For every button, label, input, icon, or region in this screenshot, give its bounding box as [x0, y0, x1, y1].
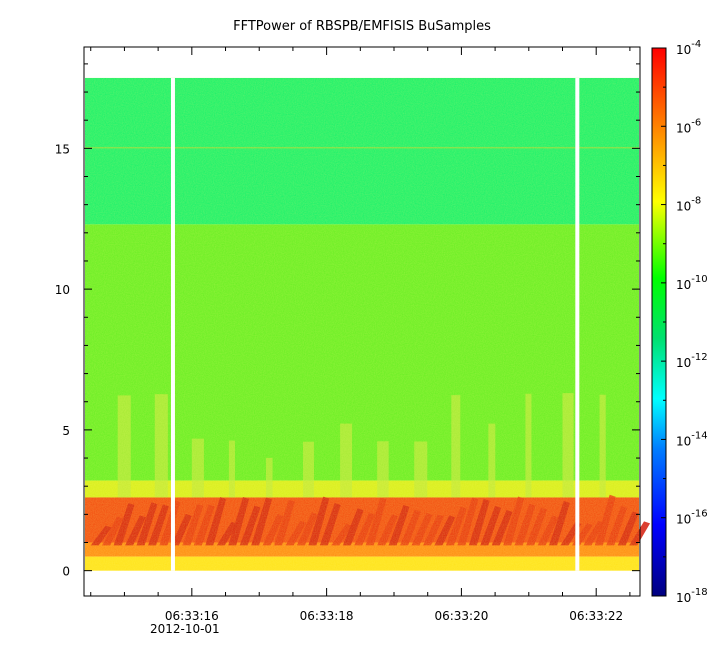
colorbar-gradient	[652, 48, 666, 596]
chart-title: FFTPower of RBSPB/EMFISIS BuSamples	[233, 19, 491, 34]
colorbar-tick-label: 10-4	[676, 39, 701, 57]
colorbar-tick-label: 10-6	[676, 117, 701, 135]
plot-frame	[83, 46, 641, 597]
x-tick-label: 06:33:22	[569, 609, 623, 623]
y-axis: 0 5 10 15	[55, 63, 640, 579]
data-gap	[170, 77, 175, 571]
y-tick-label: 15	[55, 142, 70, 156]
colorbar-tick-label: 10-10	[676, 274, 708, 292]
y-tick-label: 5	[62, 424, 70, 438]
y-tick-label: 10	[55, 283, 70, 297]
x-tick-label: 06:33:18	[300, 609, 354, 623]
colorbar-tick-label: 10-16	[676, 509, 708, 527]
colorbar-tick-label: 10-8	[676, 196, 701, 214]
colorbar-tick-label: 10-14	[676, 430, 708, 448]
colorbar-tick-label: 10-18	[676, 587, 708, 605]
colorbar-tick-label: 10-12	[676, 352, 708, 370]
spectrogram-plot	[83, 46, 651, 597]
colorbar: 10-4 10-6 10-8 10-10 10-12 10-14 10-16 10-18	[651, 39, 708, 605]
y-tick-label: 0	[62, 565, 70, 579]
x-tick-date-label: 2012-10-01	[150, 622, 220, 636]
x-tick-label: 06:33:16	[165, 609, 219, 623]
noise-texture	[85, 77, 639, 571]
x-tick-label: 06:33:20	[434, 609, 488, 623]
data-gap	[575, 77, 580, 571]
